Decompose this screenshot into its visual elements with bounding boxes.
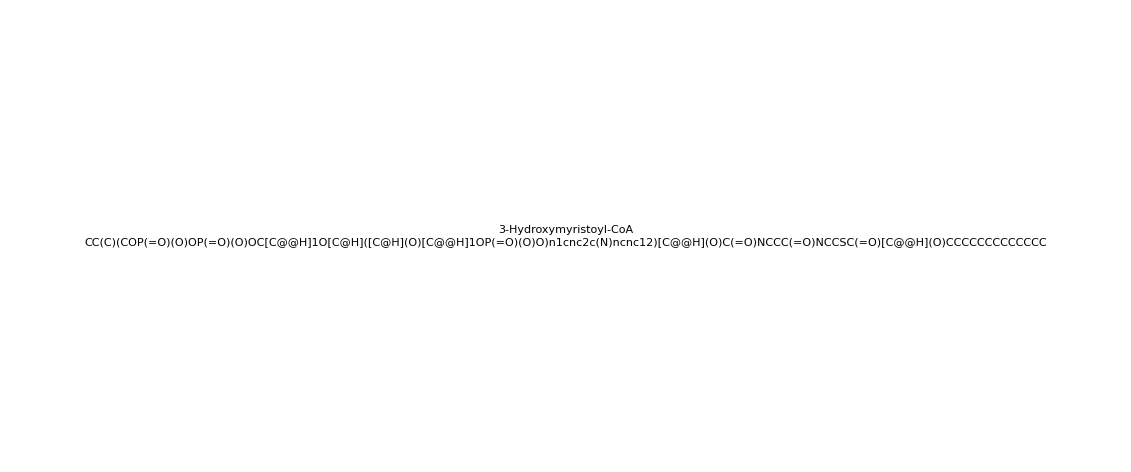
Text: 3-Hydroxymyristoyl-CoA
CC(C)(COP(=O)(O)OP(=O)(O)OC[C@@H]1O[C@H]([C@H](O)[C@@H]1O: 3-Hydroxymyristoyl-CoA CC(C)(COP(=O)(O)O… <box>84 225 1047 247</box>
